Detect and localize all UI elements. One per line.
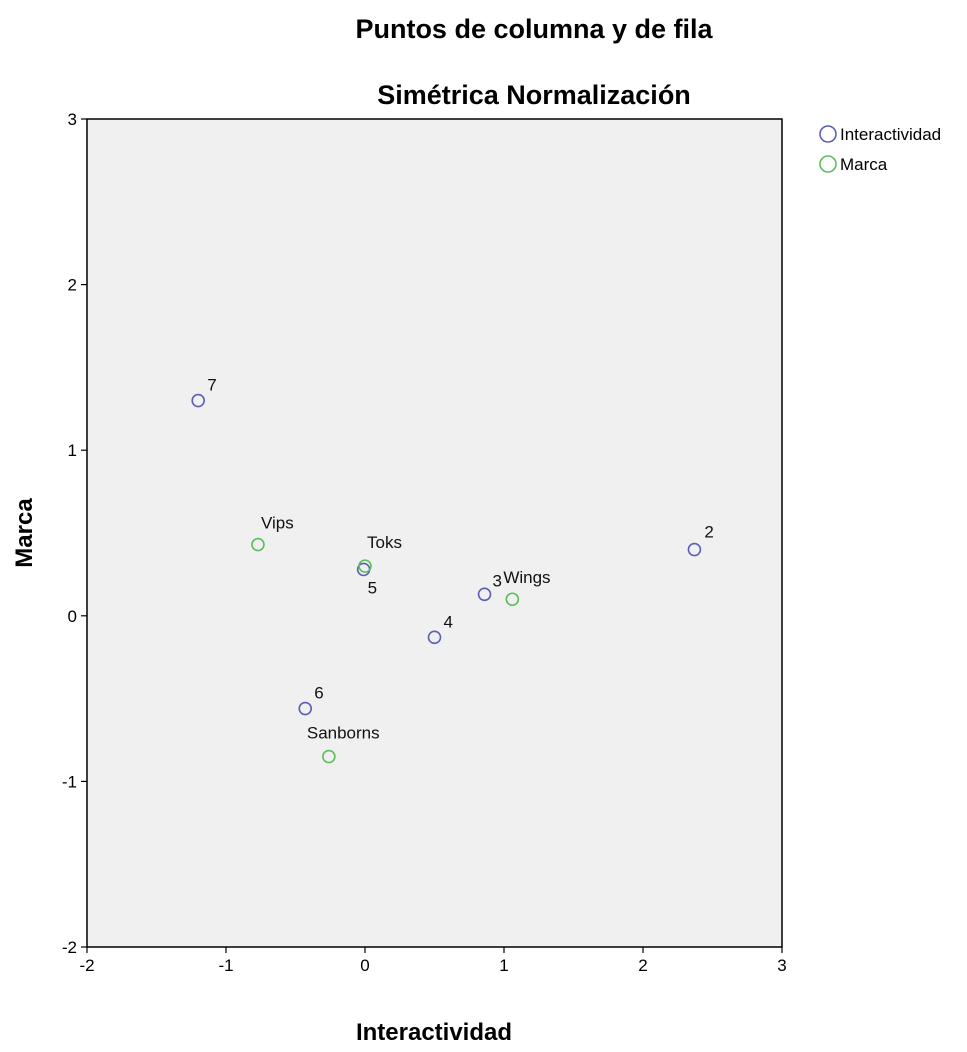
scatter-point bbox=[191, 393, 205, 408]
y-tick-label: -2 bbox=[62, 938, 77, 957]
point-label: 2 bbox=[704, 523, 713, 542]
axis-ticks: -2 -1 0 1 2 3 -2 -1 0 1 2 3 bbox=[62, 110, 787, 975]
point-label: 5 bbox=[368, 578, 377, 597]
scatter-point bbox=[358, 559, 372, 573]
point-label: Vips bbox=[261, 514, 294, 533]
x-axis-title: Interactividad bbox=[356, 1019, 512, 1046]
y-tick-label: 1 bbox=[68, 441, 77, 460]
scatter-point bbox=[427, 630, 442, 645]
x-tick-label: 3 bbox=[777, 956, 786, 975]
point-label: 7 bbox=[207, 376, 216, 395]
legend-marker bbox=[819, 125, 837, 143]
x-tick-label: -2 bbox=[79, 956, 94, 975]
chart-subtitle: Simétrica Normalización bbox=[377, 80, 691, 110]
x-tick-label: -1 bbox=[218, 956, 233, 975]
scatter-point bbox=[251, 537, 265, 552]
scatter-point bbox=[477, 587, 492, 602]
plot-area bbox=[86, 118, 783, 948]
data-points: 2 3 4 5 6 7 Vips Toks Wings Sanborns bbox=[191, 376, 714, 764]
scatter-point bbox=[322, 749, 336, 764]
x-tick-label: 0 bbox=[360, 956, 369, 975]
y-tick-label: 0 bbox=[68, 607, 77, 626]
point-label: 3 bbox=[493, 571, 502, 590]
y-tick-label: 3 bbox=[68, 110, 77, 129]
point-label: 6 bbox=[314, 684, 323, 703]
scatter-point bbox=[505, 592, 520, 607]
point-label: 4 bbox=[444, 612, 453, 631]
x-tick-label: 2 bbox=[638, 956, 647, 975]
y-tick-label: 2 bbox=[68, 276, 77, 295]
y-axis-title: Marca bbox=[11, 498, 38, 568]
legend-label: Interactividad bbox=[840, 125, 941, 144]
x-tick-label: 1 bbox=[499, 956, 508, 975]
legend-marker bbox=[819, 155, 837, 173]
point-label: Wings bbox=[503, 568, 550, 587]
scatter-point bbox=[298, 701, 313, 716]
point-label: Sanborns bbox=[307, 724, 380, 743]
legend-label: Marca bbox=[840, 155, 888, 174]
chart-title: Puntos de columna y de fila bbox=[355, 14, 713, 44]
legend: Interactividad Marca bbox=[819, 125, 941, 174]
point-label: Toks bbox=[367, 533, 402, 552]
scatter-point bbox=[687, 542, 702, 557]
y-tick-label: -1 bbox=[62, 772, 77, 791]
